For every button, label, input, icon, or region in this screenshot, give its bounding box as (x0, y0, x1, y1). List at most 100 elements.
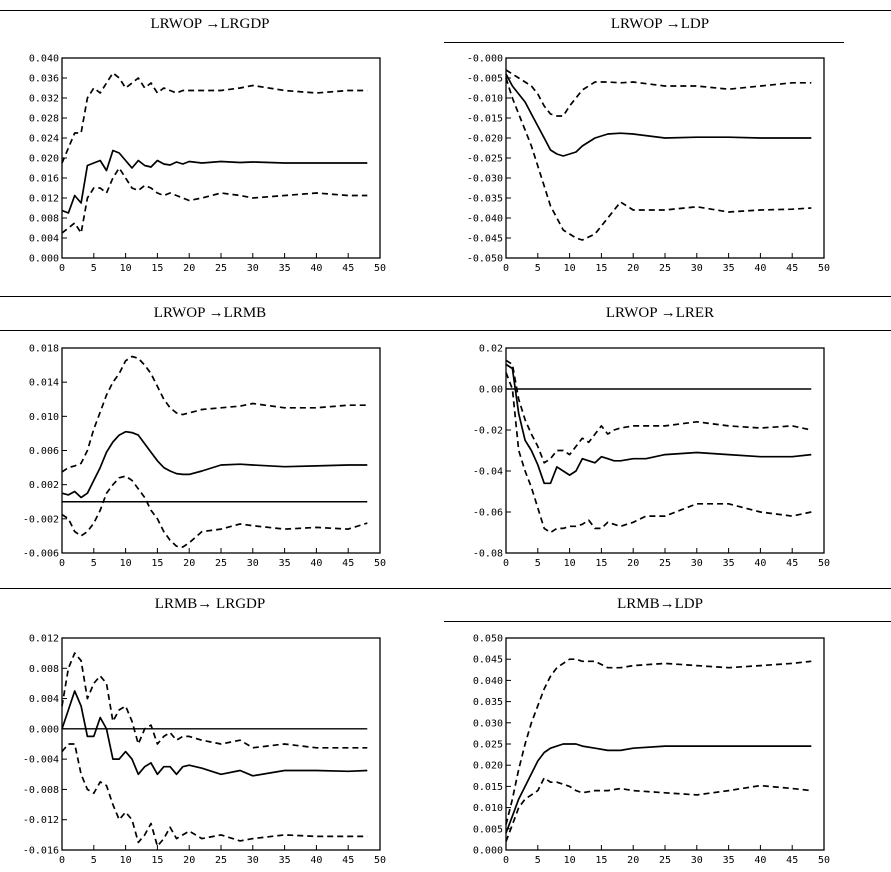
irf-chart-lrwop-lrmb: -0.006 -0.002 0.002 0.006 0.010 0.014 0.018 0 5 1… (23, 344, 386, 570)
row3-rule (0, 588, 891, 589)
y-tick-label: -0.020 (467, 134, 503, 145)
irf-chart-lrwop-lrer: -0.08 -0.06 -0.04 -0.02 0.00 0.02 0 5 10 15 20 25 30… (473, 344, 830, 570)
x-tick-label: 15 (151, 855, 163, 866)
x-tick-label: 5 (535, 263, 541, 274)
y-tick-label: 0.000 (473, 846, 503, 857)
confidence-band-line (61, 652, 368, 749)
x-tick-label: 10 (564, 855, 576, 866)
confidence-band-line (61, 743, 368, 848)
y-tick-label: -0.002 (23, 514, 59, 525)
y-tick-label: 0.045 (473, 655, 503, 666)
y-tick-label: 0.025 (473, 740, 503, 751)
y-tick-label: 0.035 (473, 697, 503, 708)
x-tick-label: 45 (786, 558, 798, 569)
y-tick-label: 0.050 (473, 634, 503, 645)
y-tick-label: 0.008 (29, 664, 59, 675)
x-tick-label: 35 (723, 558, 735, 569)
y-tick-label: 0.020 (473, 761, 503, 772)
panel-title: LRWOP →LRGDP (150, 16, 270, 32)
x-tick-label: 35 (279, 855, 291, 866)
x-tick-label: 5 (91, 263, 97, 274)
plot-frame (505, 347, 825, 554)
confidence-band-line (505, 69, 812, 117)
x-tick-label: 0 (503, 263, 509, 274)
x-tick-label: 35 (279, 558, 291, 569)
panel-title: LRWOP →LRMB (153, 305, 267, 321)
x-tick-label: 30 (247, 263, 259, 274)
y-tick-label: 0.020 (29, 154, 59, 165)
y-tick-label: 0.015 (473, 782, 503, 793)
panel-title: LRMB→ LRGDP (154, 596, 266, 612)
confidence-band-line (61, 72, 368, 164)
x-tick-label: 0 (59, 263, 65, 274)
plot-frame (505, 57, 825, 259)
x-tick-label: 35 (723, 263, 735, 274)
row2-rule (0, 296, 891, 297)
x-tick-label: 30 (247, 558, 259, 569)
x-tick-label: 10 (564, 263, 576, 274)
x-tick-label: 0 (59, 855, 65, 866)
y-tick-label: -0.012 (23, 815, 59, 826)
y-tick-label: 0.012 (29, 634, 59, 645)
y-tick-label: -0.035 (467, 194, 503, 205)
x-tick-label: 45 (342, 855, 354, 866)
x-tick-label: 50 (374, 263, 386, 274)
y-tick-label: -0.06 (473, 508, 503, 519)
x-tick-label: 0 (503, 855, 509, 866)
y-tick-label: 0.018 (29, 344, 59, 355)
y-tick-label: 0.002 (29, 480, 59, 491)
x-tick-label: 20 (183, 558, 195, 569)
panel-title: LRMB→LDP (617, 596, 703, 612)
y-tick-label: 0.030 (473, 718, 503, 729)
y-tick-label: 0.010 (473, 803, 503, 814)
confidence-band-line (505, 372, 812, 534)
y-tick-label: 0.040 (29, 54, 59, 65)
x-tick-label: 20 (627, 263, 639, 274)
y-tick-label: 0.00 (479, 385, 503, 396)
impulse-response-line (61, 430, 368, 499)
x-tick-label: 20 (627, 558, 639, 569)
x-tick-label: 5 (91, 558, 97, 569)
confidence-band-line (505, 777, 812, 842)
y-tick-label: 0.006 (29, 446, 59, 457)
top-rule (0, 10, 891, 11)
x-tick-label: 40 (754, 855, 766, 866)
x-tick-label: 25 (659, 855, 671, 866)
y-tick-label: -0.04 (473, 467, 503, 478)
y-tick-label: -0.08 (473, 549, 503, 560)
x-tick-label: 45 (786, 855, 798, 866)
confidence-band-line (61, 355, 368, 473)
x-tick-label: 20 (183, 855, 195, 866)
x-tick-label: 0 (59, 558, 65, 569)
impulse-response-line (61, 690, 368, 777)
row2-title-underline (0, 330, 891, 331)
y-tick-label: 0.012 (29, 194, 59, 205)
x-tick-label: 30 (691, 263, 703, 274)
x-tick-label: 40 (310, 855, 322, 866)
y-tick-label: -0.008 (23, 785, 59, 796)
x-tick-label: 40 (754, 558, 766, 569)
x-tick-label: 10 (120, 263, 132, 274)
x-tick-label: 0 (503, 558, 509, 569)
confidence-band-line (505, 77, 812, 241)
confidence-band-line (61, 167, 368, 234)
x-tick-label: 25 (215, 558, 227, 569)
y-tick-label: -0.045 (467, 234, 503, 245)
x-tick-label: 10 (120, 855, 132, 866)
y-tick-label: 0.014 (29, 378, 59, 389)
x-tick-label: 45 (342, 263, 354, 274)
y-tick-label: 0.008 (29, 214, 59, 225)
y-tick-label: 0.004 (29, 234, 59, 245)
x-tick-label: 25 (659, 263, 671, 274)
x-tick-label: 50 (818, 558, 830, 569)
y-tick-label: -0.015 (467, 114, 503, 125)
y-tick-label: -0.006 (23, 549, 59, 560)
y-tick-label: 0.010 (29, 412, 59, 423)
panel-title: LRWOP →LRER (605, 305, 715, 321)
y-tick-label: 0.036 (29, 74, 59, 85)
x-tick-label: 50 (818, 263, 830, 274)
y-tick-label: -0.005 (467, 74, 503, 85)
x-tick-label: 5 (535, 558, 541, 569)
x-tick-label: 30 (691, 855, 703, 866)
y-tick-label: 0.040 (473, 676, 503, 687)
